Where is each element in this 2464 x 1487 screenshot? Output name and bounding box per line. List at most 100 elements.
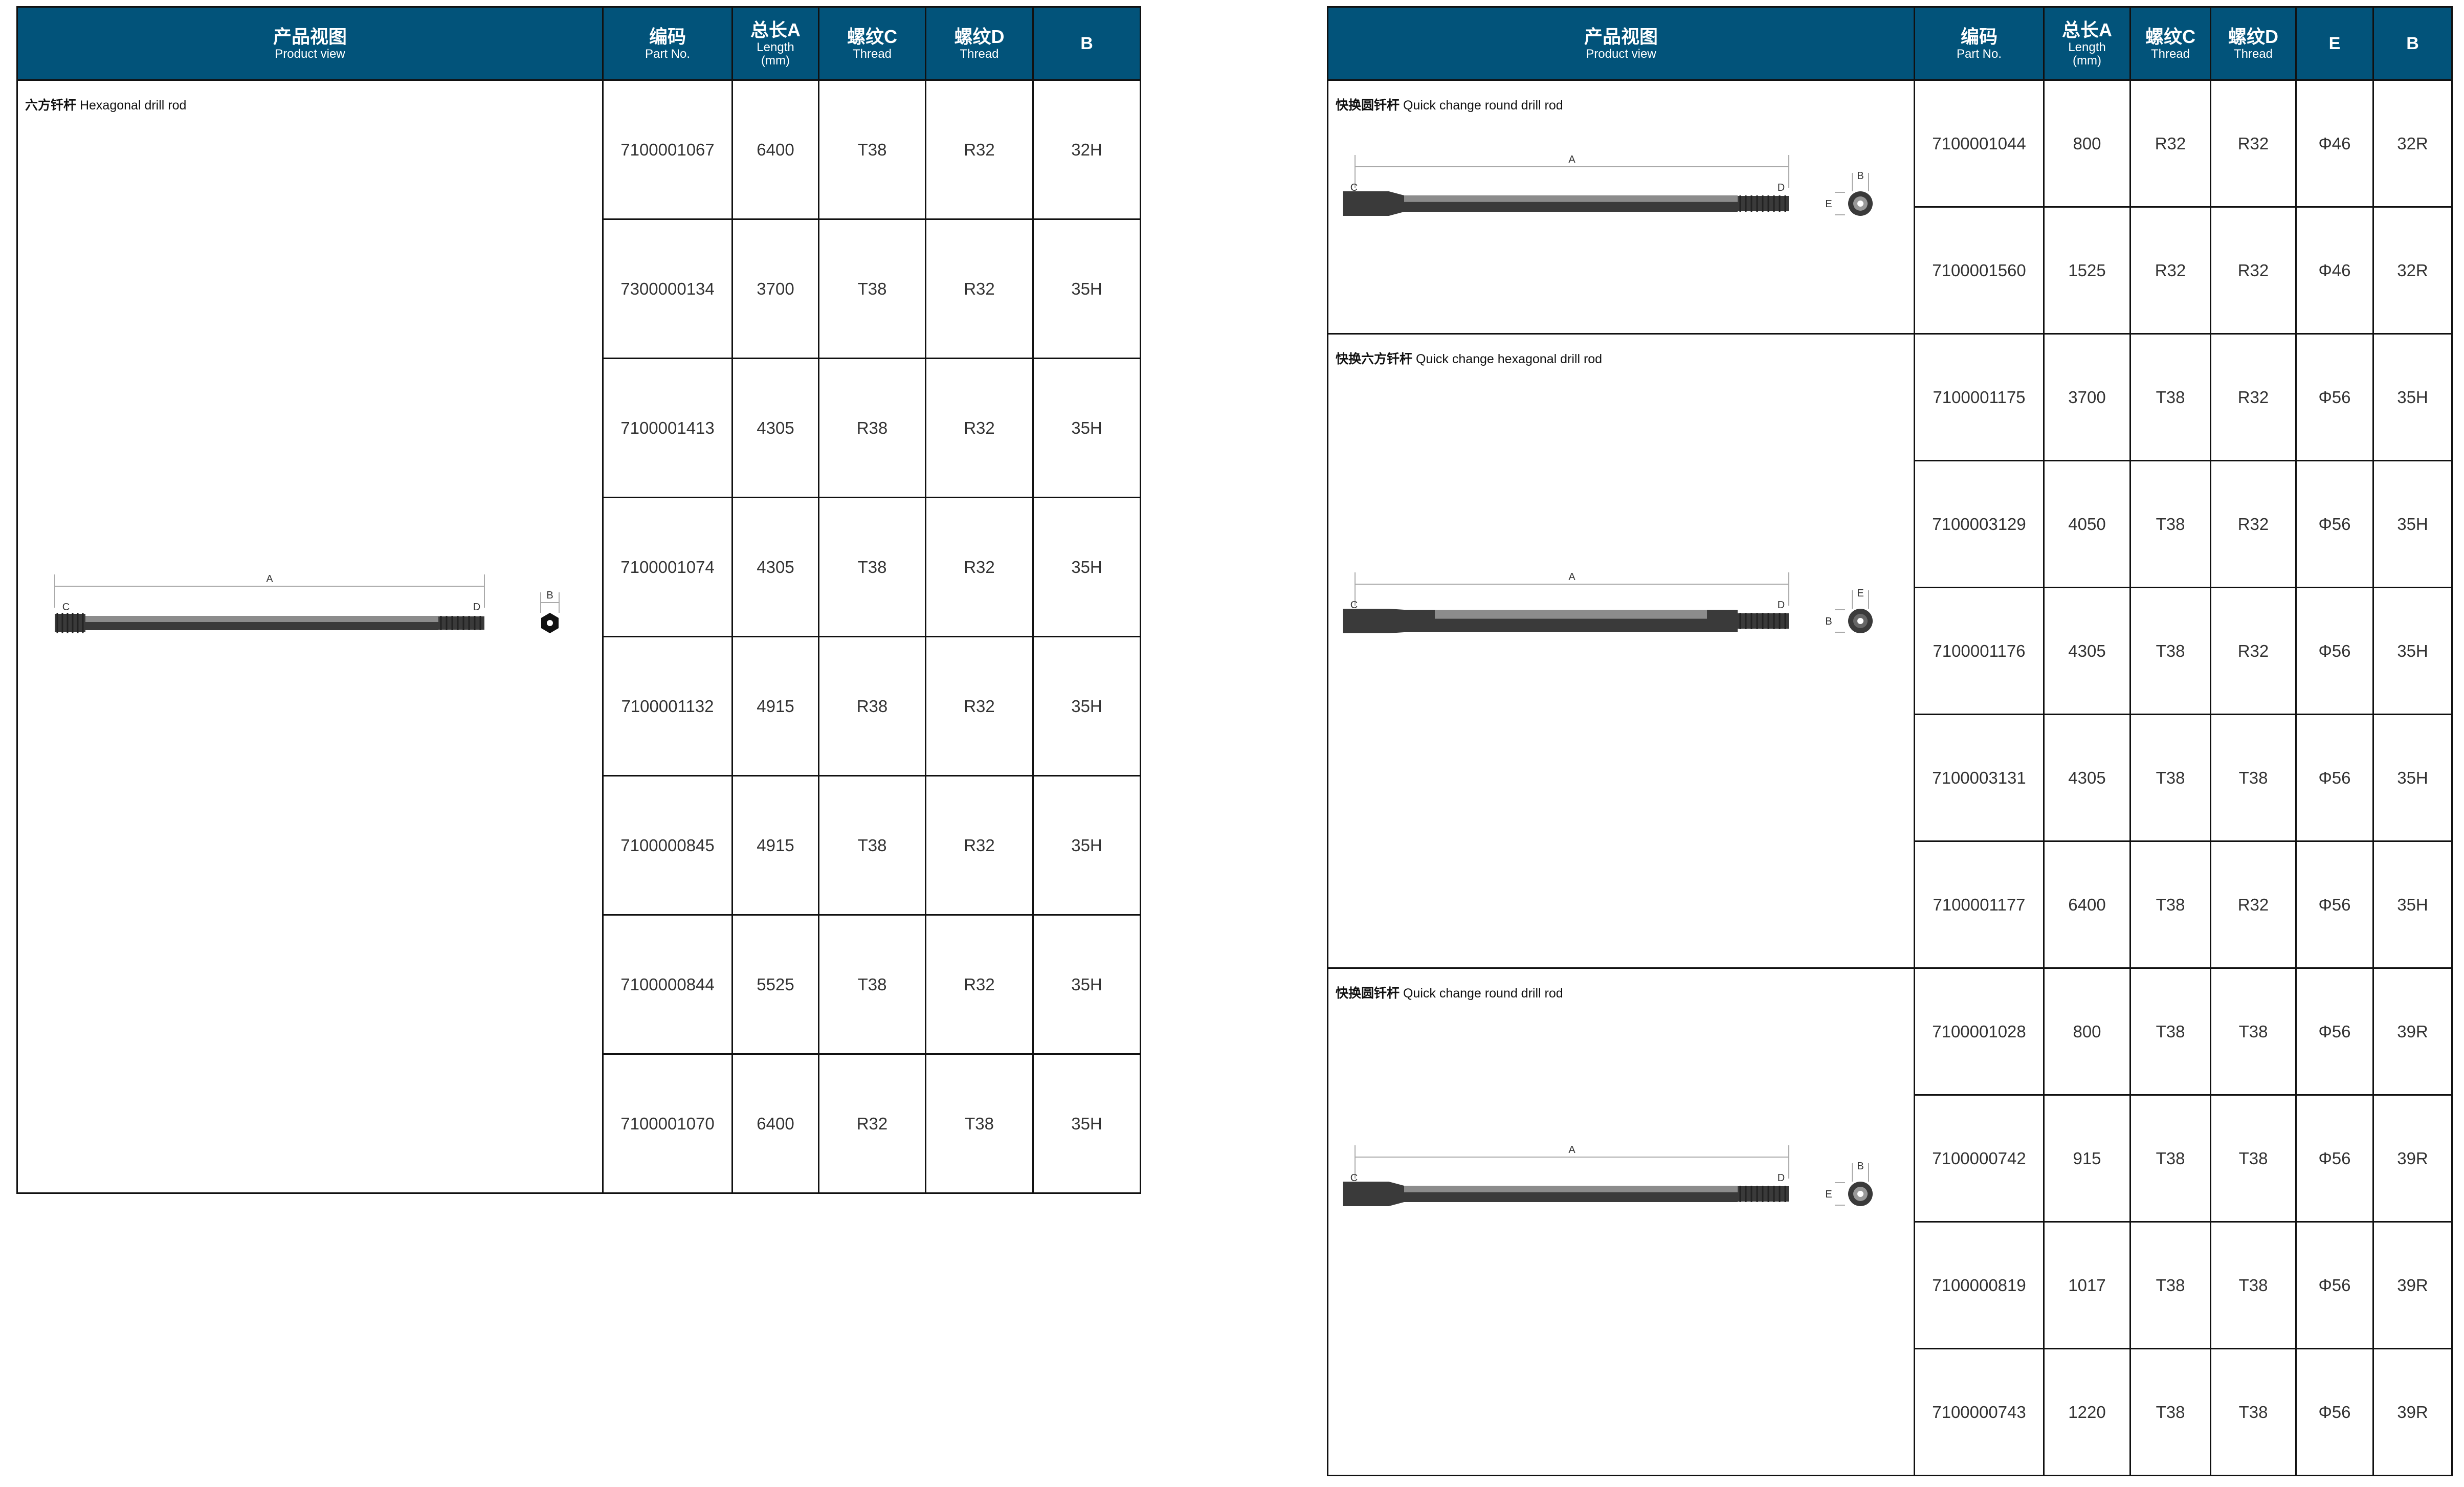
table-cell: 35H	[2372, 587, 2453, 715]
shank-taper	[1389, 609, 1404, 633]
label-a: A	[1568, 154, 1575, 165]
header-label-unit: (mm)	[761, 54, 790, 68]
table-cell: 4305	[2043, 587, 2131, 715]
header-label-cn: 总长A	[750, 19, 801, 40]
table-cell: 35H	[1032, 218, 1141, 359]
header-label-cn: 产品视图	[273, 26, 347, 47]
table-cell: 7100001175	[1914, 333, 2045, 461]
table-row: 7100000742 915 T38 T38 Φ56 39R	[1328, 1094, 2453, 1223]
quick-change-shank	[1343, 609, 1389, 633]
table-cell: 7100001176	[1914, 587, 2045, 715]
table-cell: 800	[2043, 79, 2131, 208]
table-cell: 32R	[2372, 79, 2453, 208]
table-cell: 4305	[731, 497, 819, 637]
rod-shape	[1343, 1182, 1789, 1206]
column-header: B	[1032, 6, 1141, 81]
table-cell: 915	[2043, 1094, 2131, 1223]
table-cell: 7100000819	[1914, 1221, 2045, 1349]
section-title: 快换圆钎杆 Quick change round drill rod	[1336, 95, 1563, 114]
header-label-unit: (mm)	[2073, 54, 2101, 68]
table-cell: T38	[2129, 1348, 2211, 1476]
product-drawing: A C D E B	[1328, 1133, 1901, 1222]
section-title-en: Quick change hexagonal drill rod	[1415, 352, 1603, 366]
column-header: 螺纹D Thread	[2210, 6, 2297, 81]
table-cell: R32	[925, 218, 1034, 359]
table-cell: 39R	[2372, 1094, 2453, 1223]
column-header: 螺纹D Thread	[925, 6, 1034, 81]
table-cell: 7100001028	[1914, 967, 2045, 1096]
qc-round-rod-drawing: A C D E B	[1343, 154, 1873, 216]
table-cell: Φ56	[2295, 460, 2374, 588]
table-cell: 7100003131	[1914, 714, 2045, 842]
shank-taper	[1389, 1182, 1404, 1206]
table-cell: 7100001560	[1914, 206, 2045, 335]
table-row: 7100000743 1220 T38 T38 Φ56 39R	[1328, 1348, 2453, 1476]
section-title-cn: 六方钎杆	[25, 98, 77, 113]
table-cell: 32H	[1032, 79, 1141, 220]
quick-change-shank	[1343, 191, 1389, 216]
product-drawing: A C D E B	[1328, 142, 1901, 232]
table-cell: R38	[818, 636, 926, 776]
table-cell: 1017	[2043, 1221, 2131, 1349]
header-label-en: Thread	[2150, 47, 2190, 61]
table-cell: R38	[818, 358, 926, 498]
table-cell: 39R	[2372, 1348, 2453, 1476]
rod-shape	[1343, 191, 1789, 216]
table-cell: 7100001070	[602, 1053, 733, 1194]
column-header: B	[2372, 6, 2453, 81]
table-row: 快换六方钎杆 Quick change hexagonal drill rod A…	[1327, 333, 2453, 969]
header-label: B	[1080, 33, 1093, 53]
rod-body-face	[1404, 195, 1738, 202]
table-cell: R32	[2129, 79, 2211, 208]
table-cell: Φ56	[2295, 967, 2374, 1096]
column-header: 产品视图 Product view	[1327, 6, 1915, 81]
table-cell: 7100001413	[602, 358, 733, 498]
table-cell: T38	[2129, 460, 2211, 588]
table-cell: Φ56	[2295, 1221, 2374, 1349]
table-cell: 6400	[731, 79, 819, 220]
table-cell: 7100000844	[602, 914, 733, 1055]
label-e: E	[1825, 1189, 1832, 1200]
column-header: 产品视图 Product view	[16, 6, 604, 81]
table-cell: T38	[2129, 714, 2211, 842]
header-label-cn: 螺纹C	[847, 26, 897, 47]
header-label-cn: 螺纹D	[954, 26, 1005, 47]
table-cell: 7100001177	[1914, 840, 2045, 969]
table-cell: T38	[818, 775, 926, 916]
table-cell: 4915	[731, 775, 819, 916]
table-cell: 4050	[2043, 460, 2131, 588]
column-header: 编码 Part No.	[602, 6, 733, 81]
table-cell: 7100000845	[602, 775, 733, 916]
table-cell: 7300000134	[602, 218, 733, 359]
table-cell: R32	[2129, 206, 2211, 335]
table-cell: T38	[2129, 967, 2211, 1096]
column-header: 编码 Part No.	[1914, 6, 2045, 81]
label-a: A	[266, 573, 273, 585]
table-cell: T38	[2210, 1348, 2297, 1476]
section-title-cn: 快换圆钎杆	[1336, 98, 1400, 113]
label-a: A	[1568, 571, 1575, 583]
header-label-en: Length	[757, 40, 794, 54]
quick-change-shank	[1343, 1182, 1389, 1206]
column-header: E	[2295, 6, 2374, 81]
header-label-cn: 总长A	[2062, 19, 2112, 40]
label-e: E	[1825, 198, 1832, 210]
table-cell: R32	[2210, 79, 2297, 208]
header-label-en: Thread	[960, 47, 999, 61]
table-cell: 35H	[1032, 1053, 1141, 1194]
table-row: 7100001560 1525 R32 R32 Φ46 32R	[1328, 206, 2453, 335]
table-cell: 35H	[1032, 358, 1141, 498]
label-c: C	[62, 602, 70, 613]
table-cell: R32	[818, 1053, 926, 1194]
header-label-en: Part No.	[645, 47, 691, 61]
hex-shank-face	[85, 616, 438, 622]
table-cell: 7100000742	[1914, 1094, 2045, 1223]
table-row: 7100000845 4915 T38 R32 35H	[17, 775, 1141, 916]
table-cell: 35H	[1032, 636, 1141, 776]
rod-shape	[55, 613, 484, 633]
label-d: D	[1778, 600, 1785, 611]
flush-hole	[1857, 1191, 1863, 1197]
flush-hole	[1857, 618, 1863, 624]
table-cell: Φ46	[2295, 79, 2374, 208]
table-cell: R32	[925, 497, 1034, 637]
